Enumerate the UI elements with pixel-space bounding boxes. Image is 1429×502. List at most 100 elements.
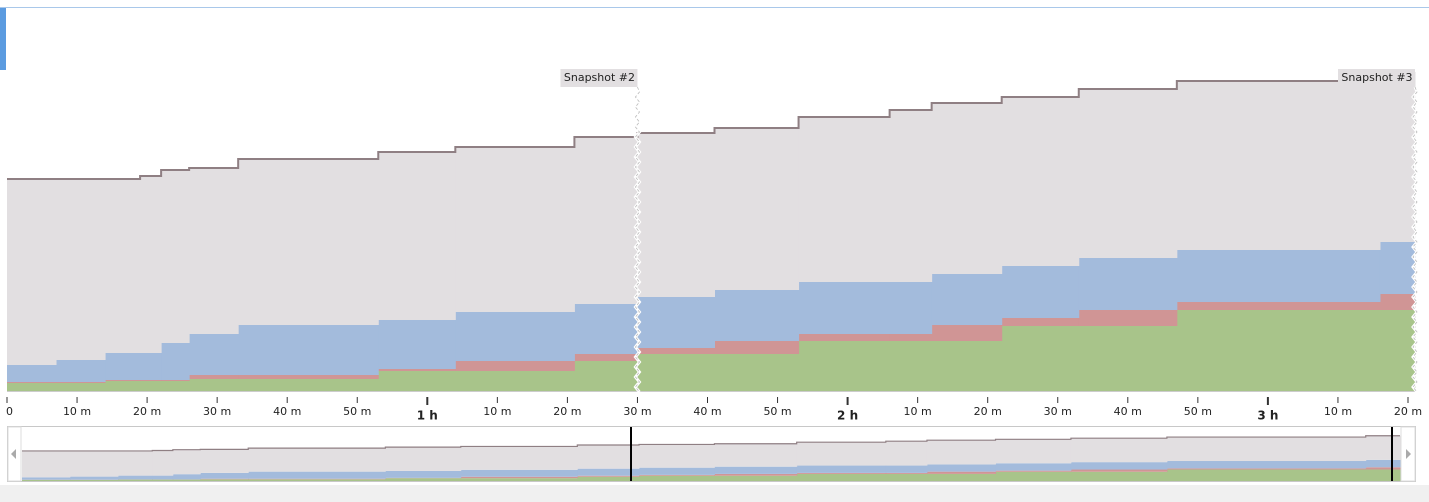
area-step: [885, 441, 928, 466]
area-step: [714, 128, 800, 290]
area-step: [152, 450, 174, 476]
area-step: [574, 361, 638, 391]
area-step: [931, 341, 1003, 391]
area-step: [1070, 462, 1168, 470]
tick-label: 20 m: [133, 405, 161, 418]
area-step: [56, 360, 106, 382]
area-step: [189, 379, 239, 391]
area-step: [1176, 302, 1381, 310]
area-step: [1166, 437, 1367, 462]
area-step: [714, 475, 798, 481]
area-step: [385, 470, 462, 478]
area-step: [69, 476, 119, 480]
area-step: [926, 464, 997, 472]
area-step: [105, 381, 141, 391]
area-step: [1166, 461, 1367, 469]
tick-label: 30 m: [623, 405, 651, 418]
area-step: [714, 473, 798, 476]
time-axis: 0 10 m 20 m 30 m 40 m 50 m 1 h 10 m 20 m 30 m 40 m…: [6, 391, 1422, 423]
tick-label: 10 m: [1324, 405, 1352, 418]
area-step: [1379, 72, 1416, 242]
area-step: [1078, 258, 1178, 310]
area-step: [22, 477, 71, 480]
area-step: [56, 382, 106, 383]
area-step: [105, 353, 141, 380]
area-step: [885, 472, 928, 474]
area-step: [714, 466, 798, 474]
main-plot: [7, 71, 1416, 391]
area-step: [455, 371, 575, 391]
total-outline: [22, 435, 1400, 452]
area-step: [105, 179, 141, 353]
area-step: [238, 379, 379, 391]
area-step: [639, 444, 715, 468]
area-step: [152, 479, 174, 481]
area-step: [931, 103, 1003, 274]
area-step: [7, 365, 57, 382]
snapshots: Snapshot #2 Snapshot #3: [560, 69, 1419, 481]
tick-label: 30 m: [1044, 405, 1072, 418]
tick-label: 50 m: [763, 405, 791, 418]
area-step: [1070, 469, 1168, 472]
area-step: [378, 152, 456, 320]
area-step: [1070, 471, 1168, 481]
area-step: [248, 471, 386, 479]
area-step: [637, 348, 716, 354]
area-step: [460, 469, 578, 477]
area-step: [796, 442, 887, 466]
area-step: [889, 282, 933, 334]
area-step: [140, 381, 162, 391]
area-step: [1070, 438, 1168, 463]
area-step: [885, 473, 928, 481]
area-step: [885, 465, 928, 473]
area-step: [574, 304, 638, 354]
area-step: [574, 354, 638, 361]
area-step: [1379, 294, 1416, 310]
tick-label: 20 m: [1394, 405, 1422, 418]
area-step: [1176, 310, 1381, 391]
area-step: [798, 117, 891, 282]
area-step: [995, 439, 1072, 464]
area-step: [796, 473, 887, 481]
area-step: [152, 475, 174, 480]
area-step: [161, 343, 190, 380]
area-step: [385, 478, 462, 481]
area-step: [639, 475, 715, 481]
area-step: [574, 137, 638, 304]
area-step: [161, 170, 190, 343]
area-step: [105, 380, 141, 381]
tick-label: 1 h: [417, 409, 438, 423]
area-step: [378, 371, 456, 391]
area-step: [1078, 89, 1178, 258]
tick-label: 50 m: [1184, 405, 1212, 418]
snapshot-line: [1411, 86, 1419, 393]
area-step: [1001, 326, 1080, 391]
area-step: [1365, 469, 1401, 481]
area-step: [931, 274, 1003, 325]
tick-label: 50 m: [343, 405, 371, 418]
area-step: [637, 297, 716, 348]
area-step: [189, 168, 239, 334]
area-step: [714, 290, 800, 341]
area-step: [385, 447, 462, 471]
area-step: [639, 467, 715, 475]
area-step: [714, 443, 798, 467]
area-step: [378, 369, 456, 371]
scroll-left-arrow: [11, 449, 16, 459]
area-step: [931, 325, 1003, 341]
area-step: [798, 282, 891, 334]
area-step: [637, 133, 716, 297]
area-step: [1078, 326, 1178, 391]
tick-label: 40 m: [273, 405, 301, 418]
area-step: [714, 354, 800, 391]
snapshot-label: Snapshot #3: [1341, 71, 1412, 84]
snapshot-line: [633, 86, 642, 393]
area-step: [995, 463, 1072, 471]
area-step: [460, 476, 578, 479]
snapshot-label: Snapshot #2: [564, 71, 635, 84]
area-step: [1001, 318, 1080, 326]
area-step: [460, 446, 578, 470]
area-step: [639, 474, 715, 476]
